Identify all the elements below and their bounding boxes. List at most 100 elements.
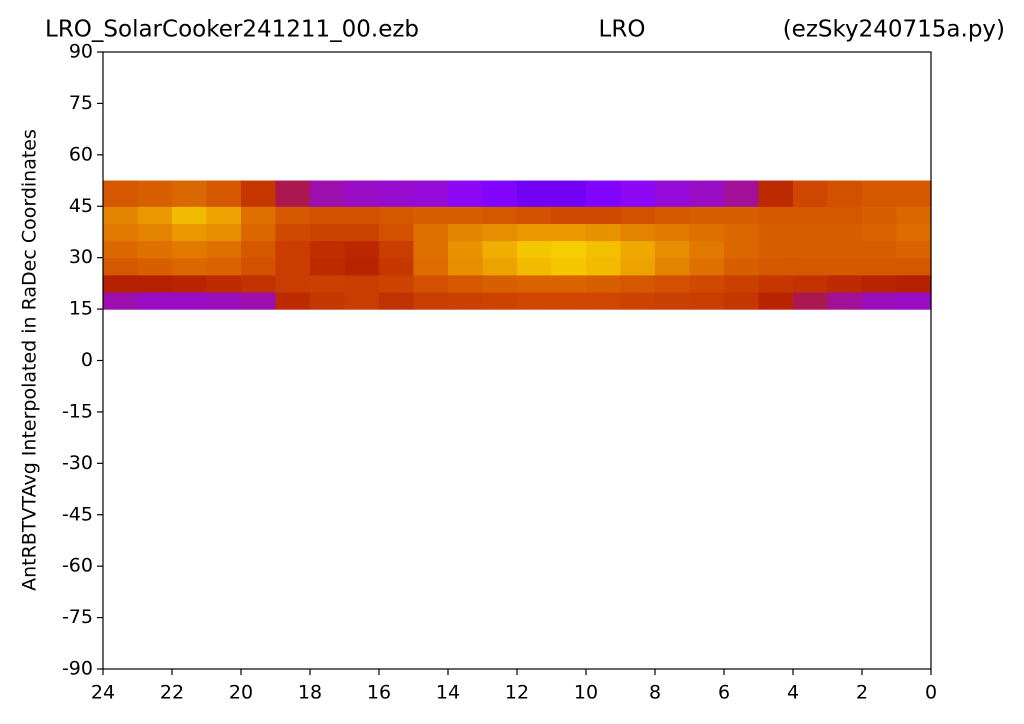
heatmap-cell: [275, 257, 311, 276]
heatmap-cell: [689, 291, 725, 310]
heatmap-cell: [379, 180, 415, 207]
heatmap-cell: [137, 291, 173, 310]
heatmap-cell: [655, 257, 691, 276]
heatmap-cell: [655, 240, 691, 259]
heatmap-cell: [379, 206, 415, 224]
x-tick-label: 6: [718, 682, 730, 704]
heatmap-cell: [793, 240, 829, 259]
heatmap-cell: [103, 206, 139, 224]
heatmap-cell: [103, 291, 139, 310]
heatmap-cell: [862, 291, 898, 310]
heatmap-cell: [862, 274, 898, 293]
heatmap-cell: [448, 223, 484, 242]
heatmap-cell: [896, 206, 932, 224]
heatmap-cell: [620, 274, 656, 293]
heatmap-cell: [517, 257, 553, 276]
heatmap-cell: [448, 240, 484, 259]
heatmap-cell: [241, 257, 277, 276]
heatmap-cell: [758, 180, 794, 207]
y-tick-label: 75: [69, 92, 93, 114]
heatmap-cell: [586, 223, 622, 242]
heatmap-cell: [551, 274, 587, 293]
y-tick-label: -30: [62, 452, 93, 474]
heatmap-cell: [310, 180, 346, 207]
heatmap-cell: [586, 291, 622, 310]
heatmap-cell: [137, 223, 173, 242]
heatmap-cell: [586, 180, 622, 207]
y-tick-label: 15: [69, 298, 93, 320]
heatmap-cell: [655, 291, 691, 310]
heatmap-cell: [275, 223, 311, 242]
heatmap-cell: [758, 240, 794, 259]
heatmap-cell: [793, 180, 829, 207]
heatmap-cell: [275, 180, 311, 207]
y-tick-label: -45: [62, 503, 93, 525]
heatmap-cell: [206, 206, 242, 224]
heatmap-cell: [482, 291, 518, 310]
heatmap-cell: [758, 274, 794, 293]
heatmap-cell: [758, 291, 794, 310]
x-tick-label: 0: [925, 682, 937, 704]
heatmap-cell: [413, 206, 449, 224]
heatmap-cell: [379, 223, 415, 242]
heatmap-cell: [275, 240, 311, 259]
x-tick-label: 10: [574, 682, 598, 704]
heatmap-cell: [517, 180, 553, 207]
heatmap-cell: [413, 257, 449, 276]
x-tick-label: 22: [160, 682, 184, 704]
x-tick-label: 18: [298, 682, 322, 704]
heatmap-cell: [862, 180, 898, 207]
heatmap-cell: [862, 257, 898, 276]
heatmap-cell: [379, 291, 415, 310]
x-tick-label: 12: [505, 682, 529, 704]
x-tick-label: 8: [649, 682, 661, 704]
heatmap-cell: [655, 274, 691, 293]
heatmap-cell: [241, 274, 277, 293]
title-center: LRO: [599, 17, 646, 43]
heatmap-cell: [551, 257, 587, 276]
heatmap-cell: [206, 223, 242, 242]
heatmap-cell: [241, 291, 277, 310]
heatmap-cell: [310, 274, 346, 293]
heatmap-cell: [724, 180, 760, 207]
y-tick-label: 0: [81, 349, 93, 371]
x-tick-label: 2: [856, 682, 868, 704]
x-tick-label: 16: [367, 682, 391, 704]
heatmap-cell: [896, 291, 932, 310]
heatmap-cell: [413, 180, 449, 207]
heatmap-cell: [137, 274, 173, 293]
heatmap-cell: [586, 240, 622, 259]
y-tick-label: -60: [62, 555, 93, 577]
heatmap-cell: [413, 223, 449, 242]
heatmap-cell: [241, 223, 277, 242]
x-tick-label: 24: [91, 682, 115, 704]
heatmap-cell: [724, 274, 760, 293]
y-tick-label: 30: [69, 246, 93, 268]
heatmap-cell: [172, 257, 208, 276]
heatmap-cell: [448, 180, 484, 207]
heatmap-cell: [793, 223, 829, 242]
heatmap-cell: [448, 257, 484, 276]
heatmap-cell: [344, 223, 380, 242]
heatmap-cell: [206, 240, 242, 259]
heatmap-cell: [413, 240, 449, 259]
heatmap-cell: [241, 180, 277, 207]
heatmap-cell: [310, 240, 346, 259]
heatmap-cell: [655, 180, 691, 207]
x-tick-label: 20: [229, 682, 253, 704]
heatmap-cell: [793, 206, 829, 224]
heatmap-cell: [103, 223, 139, 242]
heatmap-cell: [206, 180, 242, 207]
heatmap-cell: [103, 180, 139, 207]
heatmap-cell: [310, 291, 346, 310]
heatmap-cell: [862, 206, 898, 224]
heatmap-cell: [827, 223, 863, 242]
heatmap-cell: [551, 206, 587, 224]
x-tick-label: 4: [787, 682, 799, 704]
heatmap-cell: [137, 240, 173, 259]
heatmap-cell: [758, 257, 794, 276]
heatmap-cell: [896, 223, 932, 242]
heatmap-cell: [137, 257, 173, 276]
heatmap-cell: [482, 240, 518, 259]
